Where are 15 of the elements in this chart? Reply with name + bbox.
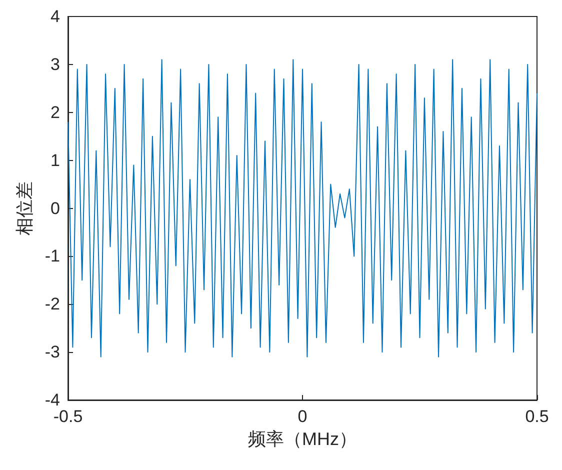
y-tick-label: -3 xyxy=(44,342,60,362)
x-tick-label: -0.5 xyxy=(53,407,83,426)
x-tick-label: 0.5 xyxy=(525,407,549,426)
line-series xyxy=(68,59,538,358)
y-tick-label: -1 xyxy=(44,246,60,266)
y-axis-title: 相位差 xyxy=(14,181,36,236)
y-tick-label: 4 xyxy=(50,7,60,26)
y-tick-label: -2 xyxy=(44,294,60,314)
y-tick-label: -4 xyxy=(44,390,60,410)
y-tick-label: 2 xyxy=(50,102,60,122)
x-tick-label: 0 xyxy=(298,407,308,426)
y-tick-label: 3 xyxy=(50,54,60,74)
y-tick-label: 0 xyxy=(50,198,60,218)
x-axis-title: 频率（MHz） xyxy=(248,428,358,449)
y-tick-label: 1 xyxy=(50,150,60,170)
